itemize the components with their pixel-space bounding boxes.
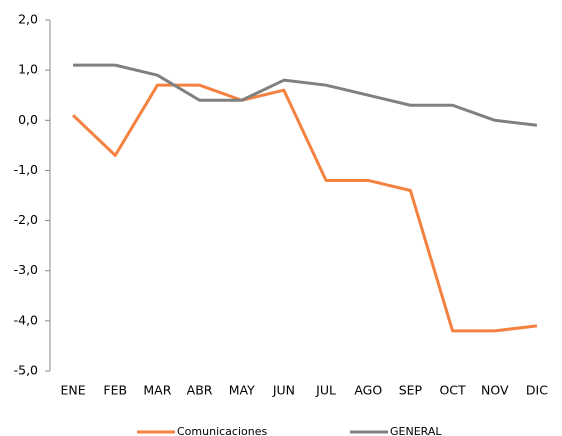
y-tick-label: -2,0 [14,212,38,227]
x-tick-label: JUN [272,383,295,398]
x-tick-label: NOV [481,383,509,398]
x-tick-label: AGO [354,383,382,398]
legend-label: Comunicaciones [177,425,267,436]
series-line [73,63,538,127]
x-tick-label: ABR [187,383,213,398]
legend-label: GENERAL [390,425,442,436]
series-line [72,83,538,333]
x-tick-label: JUL [315,383,336,398]
x-tick-label: MAR [143,383,171,398]
x-tick-label: FEB [103,383,127,398]
x-tick-label: MAY [229,383,255,398]
y-tick-label: 0,0 [18,112,38,127]
y-tick-label: 1,0 [18,62,38,77]
y-tick-label: -4,0 [14,312,38,327]
y-tick-label: 2,0 [18,12,38,27]
y-tick-label: -1,0 [14,162,38,177]
x-tick-label: DIC [526,383,548,398]
x-tick-label: ENE [61,383,86,398]
x-tick-label: SEP [399,383,423,398]
y-tick-label: -5,0 [14,363,38,378]
y-tick-label: -3,0 [14,262,38,277]
x-tick-label: OCT [439,383,466,398]
